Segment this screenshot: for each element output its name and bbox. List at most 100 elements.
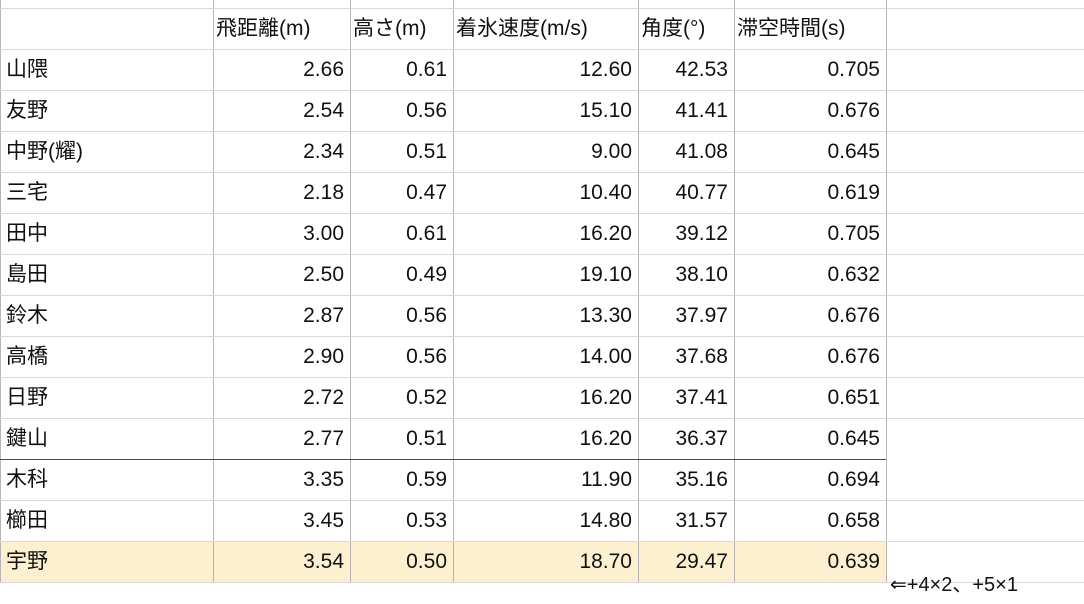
value-cell[interactable]: 0.705 bbox=[827, 58, 880, 81]
value-cell[interactable]: 0.47 bbox=[406, 181, 447, 204]
grid-line bbox=[0, 582, 1084, 583]
value-cell[interactable]: 35.16 bbox=[675, 468, 728, 491]
value-cell[interactable]: 9.00 bbox=[591, 140, 632, 163]
value-cell[interactable]: 16.20 bbox=[579, 427, 632, 450]
value-cell[interactable]: 2.77 bbox=[303, 427, 344, 450]
grid-line bbox=[0, 541, 1084, 542]
skater-name-cell[interactable]: 中野(耀) bbox=[6, 140, 83, 163]
value-cell[interactable]: 12.60 bbox=[579, 58, 632, 81]
value-cell[interactable]: 2.34 bbox=[303, 140, 344, 163]
value-cell[interactable]: 0.705 bbox=[827, 222, 880, 245]
value-cell[interactable]: 0.639 bbox=[734, 541, 886, 582]
value-cell[interactable]: 38.10 bbox=[675, 263, 728, 286]
value-cell[interactable]: 13.30 bbox=[579, 304, 632, 327]
value-cell[interactable]: 37.41 bbox=[675, 386, 728, 409]
value-cell[interactable]: 0.632 bbox=[827, 263, 880, 286]
skater-name-cell[interactable]: 山隈 bbox=[6, 58, 48, 81]
value-cell[interactable]: 0.56 bbox=[406, 99, 447, 122]
table-row: 櫛田 3.45 0.53 14.80 31.57 0.658 bbox=[0, 500, 1084, 541]
table-row: 友野 2.54 0.56 15.10 41.41 0.676 bbox=[0, 90, 1084, 131]
value-cell[interactable]: 39.12 bbox=[675, 222, 728, 245]
value-cell[interactable]: 15.10 bbox=[579, 99, 632, 122]
value-cell[interactable]: 31.57 bbox=[675, 509, 728, 532]
grid-line bbox=[0, 0, 1, 582]
table-row: 日野 2.72 0.52 16.20 37.41 0.651 bbox=[0, 377, 1084, 418]
value-cell[interactable]: 14.80 bbox=[579, 509, 632, 532]
skater-name-cell[interactable]: 櫛田 bbox=[6, 509, 48, 532]
table-row: 木科 3.35 0.59 11.90 35.16 0.694 bbox=[0, 459, 1084, 500]
value-cell[interactable]: 0.658 bbox=[827, 509, 880, 532]
value-cell[interactable]: 2.66 bbox=[303, 58, 344, 81]
value-cell[interactable]: 0.619 bbox=[827, 181, 880, 204]
value-cell[interactable]: 3.35 bbox=[303, 468, 344, 491]
value-cell[interactable]: 37.97 bbox=[675, 304, 728, 327]
column-header[interactable]: 高さ(m) bbox=[353, 17, 427, 40]
value-cell[interactable]: 18.70 bbox=[453, 541, 638, 582]
value-cell[interactable]: 0.651 bbox=[827, 386, 880, 409]
value-cell[interactable]: 0.676 bbox=[827, 304, 880, 327]
value-cell[interactable]: 10.40 bbox=[579, 181, 632, 204]
table-row: 鈴木 2.87 0.56 13.30 37.97 0.676 bbox=[0, 295, 1084, 336]
grid-line bbox=[0, 8, 1084, 9]
table-row: 島田 2.50 0.49 19.10 38.10 0.632 bbox=[0, 254, 1084, 295]
value-cell[interactable]: 19.10 bbox=[579, 263, 632, 286]
table-row: 宇野 3.54 0.50 18.70 29.47 0.639 bbox=[0, 541, 1084, 582]
value-cell[interactable]: 29.47 bbox=[638, 541, 734, 582]
value-cell[interactable]: 2.90 bbox=[303, 345, 344, 368]
value-cell[interactable]: 11.90 bbox=[581, 468, 632, 491]
value-cell[interactable]: 0.49 bbox=[406, 263, 447, 286]
header-cell-empty[interactable] bbox=[0, 8, 213, 49]
value-cell[interactable]: 2.50 bbox=[303, 263, 344, 286]
value-cell[interactable]: 0.51 bbox=[406, 140, 447, 163]
skater-name-cell[interactable]: 島田 bbox=[6, 263, 48, 286]
value-cell[interactable]: 0.676 bbox=[827, 345, 880, 368]
value-cell[interactable]: 0.645 bbox=[827, 427, 880, 450]
value-cell[interactable]: 16.20 bbox=[579, 222, 632, 245]
value-cell[interactable]: 2.54 bbox=[303, 99, 344, 122]
value-cell[interactable]: 36.37 bbox=[675, 427, 728, 450]
skater-name-cell[interactable]: 友野 bbox=[6, 99, 48, 122]
value-cell[interactable]: 0.56 bbox=[406, 304, 447, 327]
skater-name-cell[interactable]: 鍵山 bbox=[6, 427, 48, 450]
value-cell[interactable]: 3.00 bbox=[303, 222, 344, 245]
skater-name-cell[interactable]: 高橋 bbox=[6, 345, 48, 368]
value-cell[interactable]: 0.52 bbox=[406, 386, 447, 409]
skater-name-cell[interactable]: 田中 bbox=[6, 222, 48, 245]
skater-name-cell[interactable]: 日野 bbox=[6, 386, 48, 409]
value-cell[interactable]: 0.676 bbox=[827, 99, 880, 122]
value-cell[interactable]: 0.59 bbox=[406, 468, 447, 491]
skater-name-cell[interactable]: 宇野 bbox=[0, 541, 213, 582]
skater-name-cell[interactable]: 木科 bbox=[6, 468, 48, 491]
value-cell[interactable]: 0.694 bbox=[827, 468, 880, 491]
value-cell[interactable]: 37.68 bbox=[675, 345, 728, 368]
column-header[interactable]: 角度(°) bbox=[641, 17, 706, 40]
value-cell[interactable]: 0.53 bbox=[406, 509, 447, 532]
value-cell[interactable]: 16.20 bbox=[579, 386, 632, 409]
value-cell[interactable]: 0.51 bbox=[406, 427, 447, 450]
skater-name-cell[interactable]: 三宅 bbox=[6, 181, 48, 204]
value-cell[interactable]: 14.00 bbox=[579, 345, 632, 368]
value-cell[interactable]: 3.54 bbox=[213, 541, 350, 582]
column-header[interactable]: 飛距離(m) bbox=[216, 17, 311, 40]
grid-line bbox=[0, 172, 1084, 173]
value-cell[interactable]: 2.72 bbox=[303, 386, 344, 409]
column-header[interactable]: 着氷速度(m/s) bbox=[456, 17, 588, 40]
value-cell[interactable]: 41.41 bbox=[675, 99, 728, 122]
value-cell[interactable]: 42.53 bbox=[675, 58, 728, 81]
value-cell[interactable]: 40.77 bbox=[675, 181, 728, 204]
header-row: 飛距離(m) 高さ(m) 着氷速度(m/s) 角度(°) 滞空時間(s) bbox=[0, 8, 1084, 49]
value-cell[interactable]: 0.50 bbox=[350, 541, 453, 582]
grid-line bbox=[0, 131, 1084, 132]
grid-line bbox=[886, 0, 887, 582]
skater-name-cell[interactable]: 鈴木 bbox=[6, 304, 48, 327]
value-cell[interactable]: 0.56 bbox=[406, 345, 447, 368]
column-header[interactable]: 滞空時間(s) bbox=[737, 17, 846, 40]
value-cell[interactable]: 3.45 bbox=[303, 509, 344, 532]
value-cell[interactable]: 0.61 bbox=[406, 222, 447, 245]
table-row: 高橋 2.90 0.56 14.00 37.68 0.676 bbox=[0, 336, 1084, 377]
value-cell[interactable]: 2.87 bbox=[303, 304, 344, 327]
value-cell[interactable]: 2.18 bbox=[303, 181, 344, 204]
value-cell[interactable]: 0.61 bbox=[406, 58, 447, 81]
value-cell[interactable]: 41.08 bbox=[675, 140, 728, 163]
value-cell[interactable]: 0.645 bbox=[827, 140, 880, 163]
